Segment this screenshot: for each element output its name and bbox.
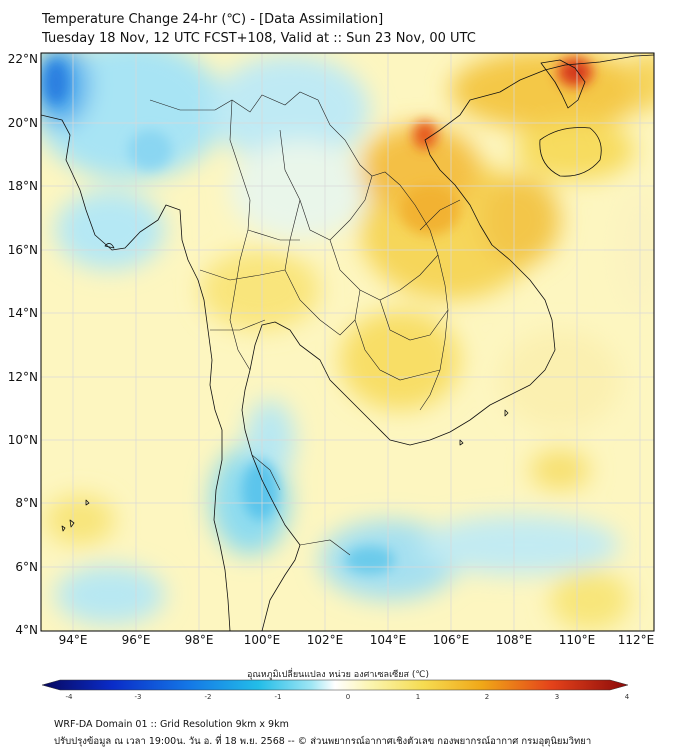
- map-subtitle: Tuesday 18 Nov, 12 UTC FCST+108, Valid a…: [42, 31, 476, 46]
- colorbar-label: อุณหภูมิเปลี่ยนแปลง หน่วย องศาเซลเซียส (…: [246, 670, 430, 680]
- lat-label: 18°N: [7, 179, 38, 193]
- colorbar: [41, 679, 629, 691]
- lon-label: 106°E: [432, 633, 470, 647]
- province-borders: [149, 91, 461, 556]
- lat-label: 14°N: [7, 306, 38, 320]
- colorbar-tick: -4: [65, 693, 73, 701]
- graticule: [41, 53, 654, 631]
- colorbar-tick: 1: [415, 693, 421, 701]
- lat-label: 16°N: [7, 243, 38, 257]
- colorbar-tick: 4: [624, 693, 630, 701]
- footer-model-info: WRF-DA Domain 01 :: Grid Resolution 9km …: [54, 719, 289, 730]
- lon-label: 96°E: [121, 633, 151, 647]
- lon-label: 102°E: [306, 633, 344, 647]
- lon-label: 100°E: [243, 633, 281, 647]
- lon-label: 104°E: [369, 633, 407, 647]
- lon-label: 98°E: [184, 633, 214, 647]
- lat-label: 4°N: [15, 623, 38, 637]
- map-title: Temperature Change 24-hr (℃) - [Data Ass…: [42, 12, 384, 27]
- colorbar-tick: -3: [134, 693, 142, 701]
- colorbar-tick: 0: [345, 693, 351, 701]
- lon-label: 110°E: [558, 633, 596, 647]
- map-frame: [40, 52, 655, 632]
- colorbar-tick: -1: [274, 693, 282, 701]
- footer-credit: ปรับปรุงข้อมูล ณ เวลา 19:00น. วัน อ. ที่…: [54, 736, 592, 747]
- lat-label: 6°N: [15, 560, 38, 574]
- colorbar-tick: 3: [554, 693, 560, 701]
- lat-label: 22°N: [7, 52, 38, 66]
- colorbar-tick: 2: [484, 693, 490, 701]
- colorbar-tick: -2: [204, 693, 212, 701]
- lon-label: 94°E: [58, 633, 88, 647]
- lat-label: 10°N: [7, 433, 38, 447]
- lat-label: 20°N: [7, 116, 38, 130]
- coastlines: [41, 54, 654, 631]
- lon-label: 112°E: [617, 633, 655, 647]
- lat-label: 8°N: [15, 496, 38, 510]
- temperature-field: [41, 53, 654, 631]
- lon-label: 108°E: [495, 633, 533, 647]
- lat-label: 12°N: [7, 370, 38, 384]
